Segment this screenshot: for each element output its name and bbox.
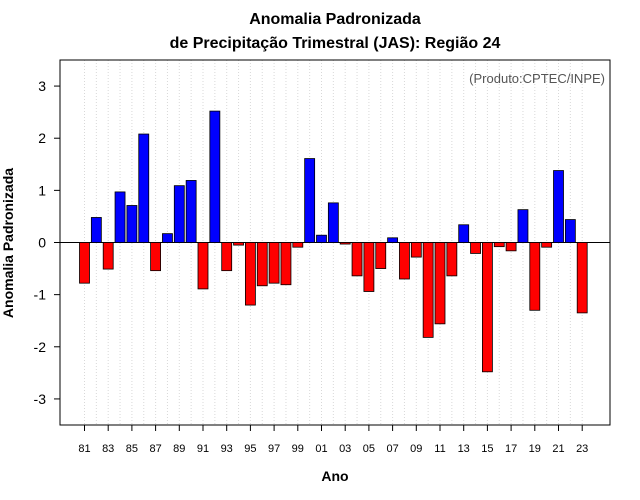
xtick-label: 83: [102, 443, 114, 455]
bar-2005: [363, 242, 375, 292]
ytick-label: -1: [34, 287, 47, 303]
bar-1981: [79, 242, 90, 284]
xtick-label: 15: [481, 443, 493, 455]
bar-1993: [221, 242, 233, 272]
bar-1994: [233, 242, 244, 246]
bar-1984: [114, 191, 126, 243]
bar-1985: [126, 205, 138, 243]
xtick-label: 09: [410, 443, 422, 455]
xtick-label: 21: [552, 443, 564, 455]
bar-2015: [481, 242, 493, 373]
chart-subtitle: de Precipitação Trimestral (JAS): Região…: [170, 35, 501, 52]
xtick-label: 95: [244, 443, 256, 455]
bar-2022: [564, 219, 576, 243]
bar-1999: [292, 242, 304, 248]
y-axis: -3 -2 -1 0 1 2 3: [34, 78, 60, 407]
xtick-label: 17: [505, 443, 517, 455]
ytick-label: -3: [34, 391, 47, 407]
bar-2014: [470, 242, 481, 254]
chart-title: Anomalia Padronizada: [249, 11, 421, 28]
ytick-label: -2: [34, 339, 47, 355]
source-annotation: (Produto:CPTEC/INPE): [469, 71, 605, 86]
x-axis: 81 83 85 87 89 91 93 95 97 99 01 03 05 07 09 11 13 15 17 19…: [78, 425, 588, 455]
bar-2010: [422, 242, 434, 338]
bar-1982: [90, 217, 102, 243]
y-axis-label: Anomalia Padronizada: [0, 168, 16, 318]
xtick-label: 89: [173, 443, 185, 455]
bar-2001: [316, 234, 327, 243]
bar-1995: [244, 242, 256, 306]
xtick-label: 19: [529, 443, 541, 455]
bar-2002: [327, 202, 339, 243]
bar-2021: [553, 170, 564, 243]
xtick-label: 81: [78, 443, 90, 455]
bar-2006: [375, 242, 387, 269]
xtick-label: 03: [339, 443, 351, 455]
bar-2011: [434, 242, 446, 325]
bar-1986: [138, 133, 150, 243]
bar-1989: [173, 185, 185, 243]
bar-2019: [529, 242, 541, 311]
ytick-label: 3: [38, 78, 46, 94]
x-axis-label: Ano: [321, 468, 348, 484]
bar-1988: [162, 233, 173, 243]
bar-2004: [351, 242, 363, 277]
ytick-label: 1: [38, 182, 46, 198]
bar-1983: [102, 242, 114, 270]
xtick-label: 99: [292, 443, 304, 455]
xtick-label: 93: [221, 443, 233, 455]
bar-2018: [517, 209, 529, 243]
bar-2009: [410, 242, 422, 258]
ytick-label: 2: [38, 130, 46, 146]
bar-2016: [493, 242, 505, 248]
bar-1998: [280, 242, 292, 286]
xtick-label: 01: [315, 443, 327, 455]
xtick-label: 07: [386, 443, 398, 455]
bar-2023: [576, 242, 588, 314]
bars: [79, 110, 588, 373]
bar-1997: [268, 242, 280, 284]
xtick-label: 23: [576, 443, 588, 455]
bar-2013: [458, 224, 470, 243]
bar-2020: [541, 242, 553, 248]
xtick-label: 13: [458, 443, 470, 455]
xtick-label: 91: [197, 443, 209, 455]
xtick-label: 85: [126, 443, 138, 455]
bar-2003: [339, 242, 351, 245]
ytick-label: 0: [38, 235, 46, 251]
bar-2000: [304, 158, 316, 243]
xtick-label: 05: [363, 443, 375, 455]
bar-2017: [505, 242, 517, 252]
bar-2012: [446, 242, 458, 277]
xtick-label: 97: [268, 443, 280, 455]
bar-2007: [387, 237, 399, 243]
gridlines: [84, 60, 583, 425]
bar-1996: [256, 242, 268, 287]
bar-1991: [197, 242, 209, 290]
bar-1990: [185, 180, 197, 243]
xtick-label: 11: [434, 443, 445, 455]
bar-1992: [209, 110, 221, 243]
bar-2008: [399, 242, 410, 280]
bar-1987: [150, 242, 162, 272]
xtick-label: 87: [149, 443, 161, 455]
